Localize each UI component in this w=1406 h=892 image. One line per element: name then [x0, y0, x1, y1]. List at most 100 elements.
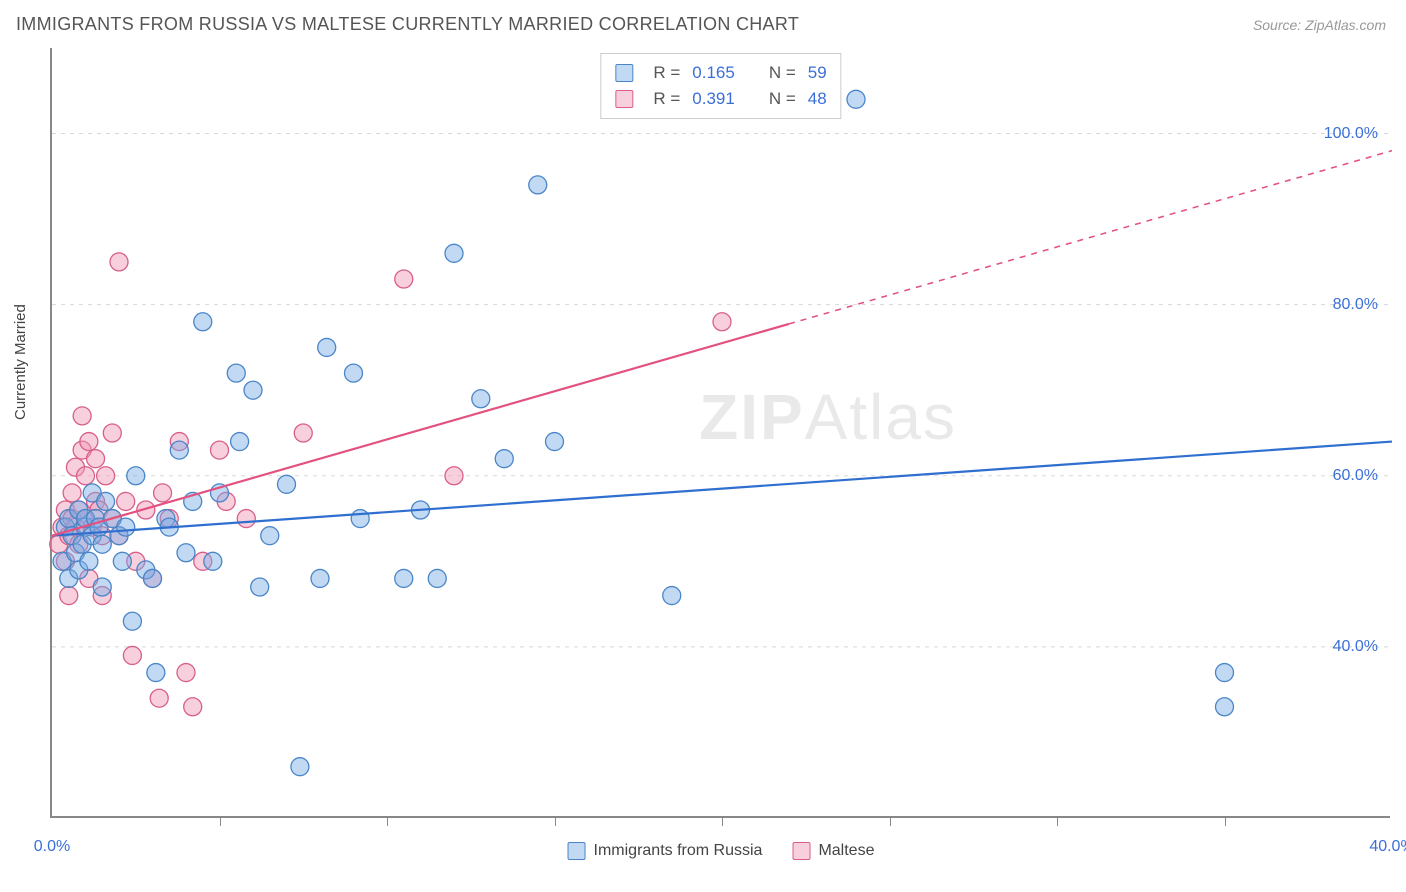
legend-swatch-b-icon	[615, 90, 633, 108]
y-tick-label: 40.0%	[1333, 638, 1378, 656]
r-label-a: R =	[653, 60, 680, 86]
scatter-point	[117, 518, 135, 536]
scatter-point	[184, 698, 202, 716]
scatter-point	[150, 689, 168, 707]
chart-title: IMMIGRANTS FROM RUSSIA VS MALTESE CURREN…	[16, 14, 799, 35]
scatter-point	[244, 381, 262, 399]
legend-swatch-a-icon	[615, 64, 633, 82]
x-tick-label: 0.0%	[34, 838, 70, 856]
scatter-point	[311, 569, 329, 587]
scatter-point	[63, 484, 81, 502]
scatter-point	[663, 587, 681, 605]
x-tick	[1057, 816, 1058, 826]
scatter-point	[117, 492, 135, 510]
correlation-legend: R = 0.165 N = 59 R = 0.391 N = 48	[600, 53, 841, 119]
scatter-svg	[52, 48, 1390, 816]
r-value-b: 0.391	[692, 86, 735, 112]
x-tick	[555, 816, 556, 826]
chart-plot-area: ZIPAtlas R = 0.165 N = 59 R = 0.391 N = …	[50, 48, 1390, 818]
scatter-point	[261, 527, 279, 545]
scatter-point	[60, 587, 78, 605]
scatter-point	[495, 450, 513, 468]
trend-line	[52, 442, 1392, 536]
scatter-point	[472, 390, 490, 408]
scatter-point	[395, 270, 413, 288]
scatter-point	[103, 424, 121, 442]
scatter-point	[345, 364, 363, 382]
scatter-point	[251, 578, 269, 596]
source-name: ZipAtlas.com	[1305, 17, 1386, 33]
scatter-point	[77, 467, 95, 485]
x-tick	[722, 816, 723, 826]
scatter-point	[80, 552, 98, 570]
scatter-point	[445, 467, 463, 485]
scatter-point	[227, 364, 245, 382]
scatter-point	[1216, 698, 1234, 716]
scatter-point	[318, 338, 336, 356]
legend-label-b: Maltese	[818, 842, 874, 859]
scatter-point	[123, 646, 141, 664]
scatter-point	[93, 578, 111, 596]
scatter-point	[291, 758, 309, 776]
scatter-point	[395, 569, 413, 587]
n-value-b: 48	[808, 86, 827, 112]
source-prefix: Source:	[1253, 17, 1305, 33]
n-label-b: N =	[769, 86, 796, 112]
scatter-point	[110, 253, 128, 271]
scatter-point	[546, 433, 564, 451]
x-tick-label: 40.0%	[1369, 838, 1406, 856]
scatter-point	[73, 407, 91, 425]
correlation-legend-row-b: R = 0.391 N = 48	[615, 86, 826, 112]
series-legend: Immigrants from Russia Maltese	[568, 842, 875, 860]
y-axis-label: Currently Married	[12, 304, 29, 420]
scatter-point	[154, 484, 172, 502]
scatter-point	[211, 441, 229, 459]
trend-line-extrapolated	[789, 151, 1392, 324]
scatter-point	[847, 90, 865, 108]
x-tick	[220, 816, 221, 826]
legend-swatch-series-b-icon	[792, 842, 810, 860]
scatter-point	[351, 510, 369, 528]
scatter-point	[97, 492, 115, 510]
n-value-a: 59	[808, 60, 827, 86]
n-label-a: N =	[769, 60, 796, 86]
scatter-point	[231, 433, 249, 451]
scatter-point	[237, 510, 255, 528]
legend-label-a: Immigrants from Russia	[594, 842, 763, 859]
scatter-point	[87, 450, 105, 468]
legend-swatch-series-a-icon	[568, 842, 586, 860]
x-tick	[1225, 816, 1226, 826]
scatter-point	[113, 552, 131, 570]
legend-item-a: Immigrants from Russia	[568, 842, 763, 860]
legend-item-b: Maltese	[792, 842, 874, 860]
scatter-point	[144, 569, 162, 587]
scatter-point	[294, 424, 312, 442]
scatter-point	[194, 313, 212, 331]
x-tick	[890, 816, 891, 826]
scatter-point	[428, 569, 446, 587]
scatter-point	[127, 467, 145, 485]
scatter-point	[147, 664, 165, 682]
scatter-point	[529, 176, 547, 194]
scatter-point	[713, 313, 731, 331]
scatter-point	[204, 552, 222, 570]
correlation-legend-row-a: R = 0.165 N = 59	[615, 60, 826, 86]
scatter-point	[1216, 664, 1234, 682]
scatter-point	[80, 433, 98, 451]
scatter-point	[170, 441, 188, 459]
scatter-point	[177, 664, 195, 682]
r-value-a: 0.165	[692, 60, 735, 86]
y-tick-label: 60.0%	[1333, 467, 1378, 485]
scatter-point	[93, 535, 111, 553]
scatter-point	[123, 612, 141, 630]
scatter-point	[97, 467, 115, 485]
y-tick-label: 100.0%	[1324, 125, 1378, 143]
scatter-point	[445, 244, 463, 262]
y-tick-label: 80.0%	[1333, 296, 1378, 314]
source-credit: Source: ZipAtlas.com	[1253, 17, 1386, 33]
scatter-point	[278, 475, 296, 493]
chart-header: IMMIGRANTS FROM RUSSIA VS MALTESE CURREN…	[0, 0, 1406, 45]
x-tick	[387, 816, 388, 826]
scatter-point	[177, 544, 195, 562]
r-label-b: R =	[653, 86, 680, 112]
